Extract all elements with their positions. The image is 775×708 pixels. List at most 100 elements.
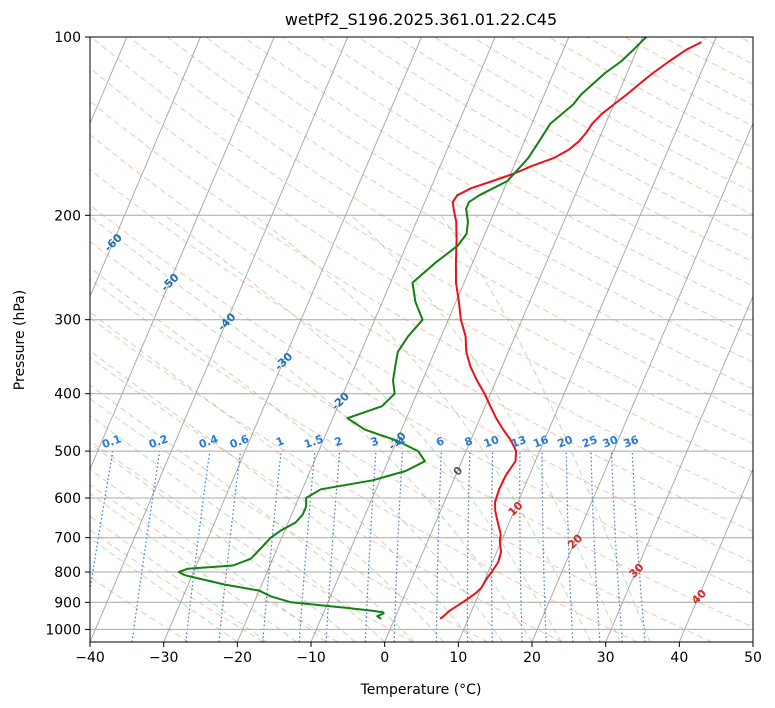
y-tick-label: 100 — [54, 30, 81, 46]
dry-adiabats — [90, 37, 753, 642]
mixing-ratio-lines — [90, 450, 646, 642]
dry-adiabat-line — [548, 37, 753, 149]
x-tick-label: 50 — [744, 650, 762, 666]
y-tick-label: 700 — [54, 531, 81, 547]
x-tick-label: 20 — [523, 650, 541, 666]
mixing-ratio-line — [90, 450, 114, 594]
dry-adiabat-line — [90, 576, 190, 642]
mixing-ratio-line — [435, 451, 442, 642]
dry-adiabat-line — [434, 37, 753, 216]
moist-adiabat-line — [90, 537, 238, 642]
mixing-ratio-label: 8 — [463, 434, 475, 449]
y-tick-label: 1000 — [45, 622, 81, 638]
mixing-ratio-label: 4 — [395, 434, 407, 449]
mixing-ratio-label: 0.6 — [228, 432, 251, 451]
dewpoint-profile-line — [177, 37, 647, 620]
moist-adiabat-line — [90, 384, 415, 642]
isotherm-label: -30 — [272, 350, 295, 373]
y-axis-label: Pressure (hPa) — [12, 290, 28, 390]
x-tick-label: −30 — [149, 650, 179, 666]
moist-adiabat-line — [90, 311, 474, 642]
y-tick-label: 900 — [54, 595, 81, 611]
isotherm-line — [457, 37, 717, 642]
mixing-ratio-label: 25 — [580, 433, 599, 450]
mixing-ratio-line — [519, 451, 523, 642]
moist-adiabat-line — [254, 214, 592, 642]
x-tick-label: −20 — [223, 650, 253, 666]
isotherm-line — [163, 37, 422, 642]
dry-adiabat-line — [90, 37, 753, 445]
moist-adiabat-line — [90, 215, 533, 642]
mixing-ratio-line — [218, 451, 242, 642]
mixing-ratio-line — [185, 451, 211, 642]
isotherm-label: 0 — [451, 464, 466, 479]
moist-adiabat-line — [440, 215, 651, 642]
mixing-ratio-label: 10 — [482, 433, 501, 451]
isotherm-label: -20 — [329, 389, 352, 412]
moist-adiabat-line — [164, 214, 562, 642]
isotherm-label: -10 — [386, 429, 409, 452]
moist-adiabat-line — [90, 515, 268, 642]
x-tick-label: 30 — [597, 650, 615, 666]
dry-adiabat-line — [90, 241, 753, 628]
mixing-ratio-line — [590, 451, 601, 642]
dry-adiabat-line — [90, 440, 414, 642]
moist-adiabat-line — [90, 492, 297, 642]
x-tick-label: −10 — [296, 650, 326, 666]
profile-lines — [177, 37, 702, 620]
y-tick-label: 800 — [54, 565, 81, 581]
mixing-ratio-label: 30 — [601, 433, 620, 451]
moist-adiabat-line — [90, 468, 327, 642]
mixing-ratio-label: 0.4 — [197, 432, 220, 451]
isotherm-line — [90, 37, 201, 298]
dry-adiabat-line — [90, 529, 264, 642]
moist-adiabat-line — [90, 350, 444, 642]
mixing-ratio-line — [131, 451, 161, 642]
isotherm-label: 30 — [627, 561, 647, 581]
x-tick-label: 10 — [449, 650, 467, 666]
dry-adiabat-line — [90, 278, 712, 642]
y-tick-label: 300 — [54, 313, 81, 329]
isotherm-line — [531, 122, 753, 642]
isotherm-line — [678, 467, 753, 642]
moist-adiabat-line — [90, 267, 503, 642]
dry-adiabat-line — [281, 37, 753, 312]
dry-adiabat-line — [129, 37, 753, 417]
dry-adiabat-line — [90, 317, 638, 642]
x-axis-label: Temperature (°C) — [360, 682, 482, 698]
y-tick-label: 500 — [54, 444, 81, 460]
isotherm-line — [310, 37, 570, 642]
isotherm-line — [384, 37, 643, 642]
dry-adiabat-line — [90, 168, 753, 564]
x-tick-label: 40 — [670, 650, 688, 666]
moist-adiabats — [90, 214, 651, 642]
mixing-ratio-line — [610, 451, 623, 642]
dry-adiabat-line — [662, 37, 753, 85]
isotherm-line — [752, 640, 753, 642]
dry-adiabat-line — [510, 37, 753, 171]
y-tick-label: 600 — [54, 491, 81, 507]
plot-area: 0.10.20.40.611.52346810131620253036-100-… — [0, 37, 753, 642]
x-tick-label: −40 — [75, 650, 105, 666]
plot-frame — [89, 36, 754, 643]
temperature-profile-line — [439, 41, 702, 620]
y-axis-ticks: 100 200 300 400 500 600 700 800 900 1000 — [45, 30, 90, 638]
dry-adiabat-line — [357, 37, 753, 263]
y-tick-label: 200 — [54, 208, 81, 224]
isotherm-line — [236, 37, 496, 642]
isotherm-label: -80 — [0, 152, 12, 175]
dry-adiabat-line — [90, 204, 753, 595]
isotherm-line — [605, 295, 753, 642]
isotherm-label: 40 — [689, 587, 709, 607]
isotherm-line — [90, 37, 349, 642]
dry-adiabat-line — [586, 37, 753, 127]
mixing-ratio-label: 2 — [333, 434, 345, 449]
mixing-ratio-line — [466, 451, 471, 642]
isotherm-line — [90, 37, 275, 471]
dry-adiabat-line — [90, 67, 753, 473]
x-axis-ticks: −40 −30 −20 −10 0 10 20 30 40 50 — [75, 642, 762, 666]
isotherm-label: 10 — [506, 499, 526, 519]
mixing-ratio-label: 1.5 — [302, 432, 325, 451]
moist-adiabat-line — [90, 442, 356, 642]
isotherm-label: -40 — [215, 310, 238, 333]
